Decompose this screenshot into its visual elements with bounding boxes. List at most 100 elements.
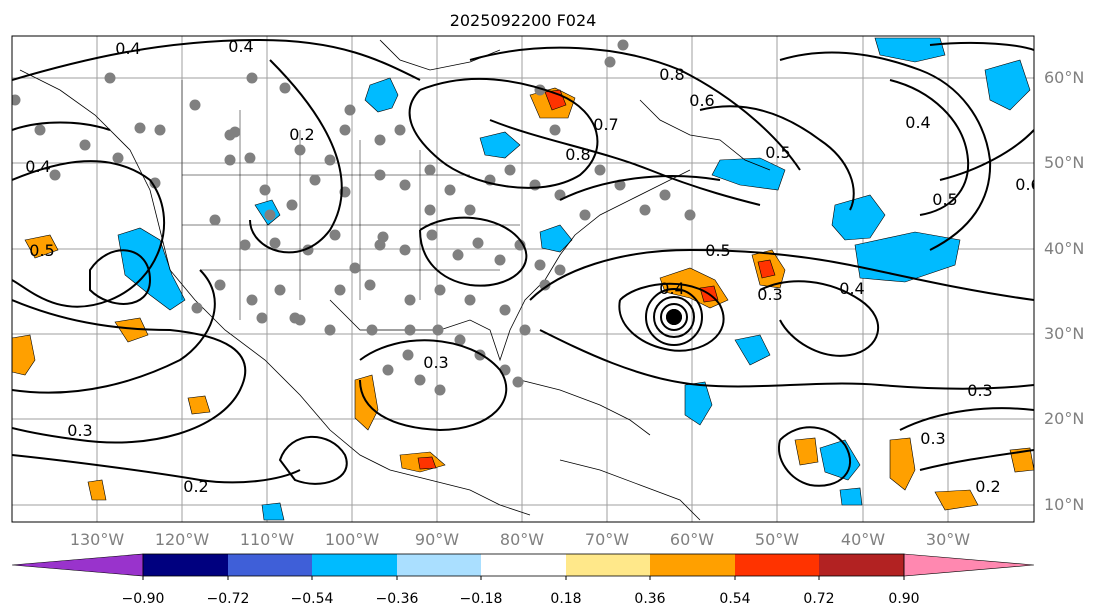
station-dot <box>404 294 416 306</box>
station-dot <box>424 204 436 216</box>
longitude-label: 130°W <box>70 530 125 549</box>
state-borders <box>181 80 520 320</box>
contour-label: 0.6 <box>1015 175 1040 194</box>
station-dot <box>104 72 116 84</box>
station-dot <box>402 349 414 361</box>
station-dot <box>339 124 351 136</box>
map-panel: 0.4 0.4 0.8 0.6 0.7 0.8 0.5 0.4 0.5 0.4 … <box>11 35 1040 523</box>
station-dot <box>617 39 629 51</box>
station-dot <box>329 229 341 241</box>
station-dot <box>594 164 606 176</box>
station-dot <box>149 177 161 189</box>
station-dot <box>659 189 671 201</box>
colorbar-tick-label: −0.54 <box>291 591 334 607</box>
anomaly-blue <box>831 194 886 241</box>
station-dot <box>374 169 386 181</box>
contour-label: 0.3 <box>757 285 782 304</box>
station-dot <box>112 152 124 164</box>
station-dot <box>79 139 91 151</box>
station-dot <box>554 264 566 276</box>
station-dot <box>286 199 298 211</box>
anomaly-blue <box>874 37 946 63</box>
longitude-label: 90°W <box>415 530 459 549</box>
anomaly-blue <box>839 487 863 506</box>
shaded-anomalies <box>12 37 1034 521</box>
contour-label: 0.3 <box>67 421 92 440</box>
latitude-label: 10°N <box>1044 495 1084 514</box>
station-dot <box>289 312 301 324</box>
station-dot <box>464 204 476 216</box>
station-dot <box>12 94 21 106</box>
station-dot <box>394 124 406 136</box>
anomaly-blue <box>734 334 771 366</box>
station-dot <box>512 376 524 388</box>
longitude-label: 80°W <box>500 530 544 549</box>
anomaly-orange <box>1009 447 1034 473</box>
colorbar-segment <box>143 554 228 576</box>
anomaly-blue <box>684 381 713 426</box>
station-dot <box>464 294 476 306</box>
station-dot <box>209 214 221 226</box>
station-dot <box>344 104 356 116</box>
colorbar-tick-label: 0.18 <box>550 591 581 607</box>
contour-label: 0.3 <box>967 381 992 400</box>
longitude-label: 70°W <box>585 530 629 549</box>
contour-label: 0.4 <box>228 37 253 56</box>
colorbar-tick-label: 0.72 <box>803 591 834 607</box>
contour-label: 0.5 <box>29 241 54 260</box>
anomaly-blue <box>539 224 573 253</box>
station-dot <box>366 324 378 336</box>
contour-label: 0.6 <box>689 91 714 110</box>
station-dot <box>334 284 346 296</box>
contour-label: 0.3 <box>920 429 945 448</box>
longitude-label: 40°W <box>841 530 885 549</box>
station-dot <box>444 184 456 196</box>
station-dot <box>324 324 336 336</box>
colorbar-segment <box>735 554 819 576</box>
contour-label: 0.5 <box>705 241 730 260</box>
station-dot <box>404 324 416 336</box>
contour-label: 0.4 <box>659 279 684 298</box>
station-dot <box>579 209 591 221</box>
station-dot <box>454 334 466 346</box>
longitude-label: 50°W <box>755 530 799 549</box>
contour-label: 0.4 <box>905 113 930 132</box>
station-dot <box>246 72 258 84</box>
station-dot <box>414 374 426 386</box>
station-dot <box>374 134 386 146</box>
station-dot <box>452 249 464 261</box>
station-dot <box>274 284 286 296</box>
contour-label: 0.5 <box>765 143 790 162</box>
contour-label: 0.3 <box>423 353 448 372</box>
colorbar-frame <box>142 553 905 577</box>
contour-label: 0.4 <box>839 279 864 298</box>
station-dot <box>269 237 281 249</box>
station-dot <box>504 164 516 176</box>
anomaly-blue <box>854 231 961 283</box>
anomaly-red <box>417 456 437 470</box>
station-dot <box>534 259 546 271</box>
station-dot <box>349 262 361 274</box>
station-dot <box>549 124 561 136</box>
station-dot <box>424 164 436 176</box>
station-dot <box>519 324 531 336</box>
map-title: 2025092200 F024 <box>450 11 597 30</box>
anomaly-blue <box>117 227 186 311</box>
contour-lines <box>12 38 1034 487</box>
longitude-axis: 130°W 120°W 110°W 100°W 90°W 80°W 70°W 6… <box>70 530 970 549</box>
colorbar-segment <box>819 554 904 576</box>
colorbar-segment <box>650 554 735 576</box>
station-dot <box>604 56 616 68</box>
contour-label: 0.8 <box>659 65 684 84</box>
anomaly-blue <box>479 131 521 159</box>
longitude-label: 60°W <box>670 530 714 549</box>
latitude-label: 20°N <box>1044 409 1084 428</box>
colorbar-tick-label: 0.54 <box>719 591 750 607</box>
colorbar-tick-labels: −0.90 −0.72 −0.54 −0.36 −0.18 0.18 0.36 … <box>122 591 920 607</box>
station-dot <box>259 184 271 196</box>
station-dot <box>364 279 376 291</box>
contour-label: 0.4 <box>25 157 50 176</box>
anomaly-orange <box>114 317 149 343</box>
colorbar-min-arrow <box>11 553 144 577</box>
anomaly-orange <box>187 395 211 415</box>
